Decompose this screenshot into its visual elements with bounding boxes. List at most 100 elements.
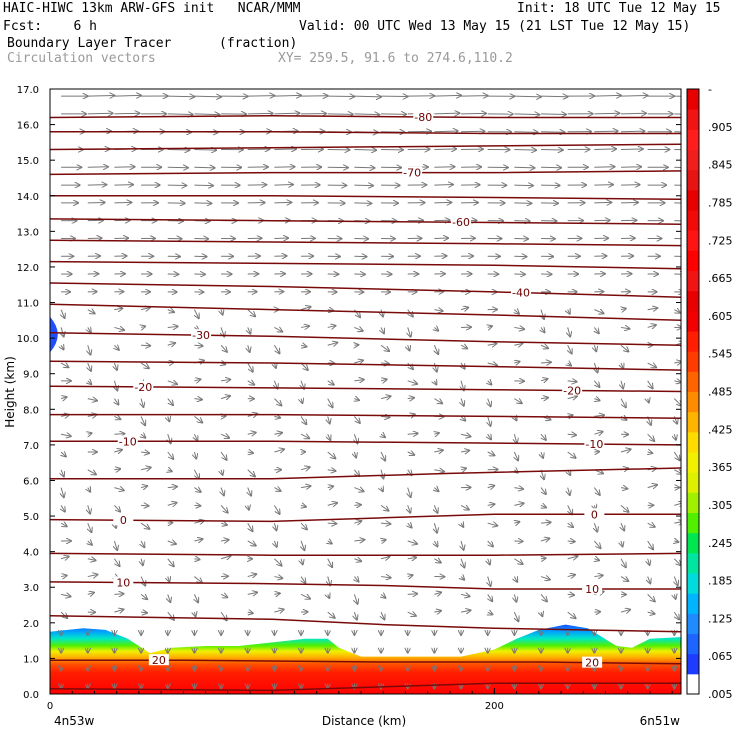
y-tick-label: 10.0 xyxy=(17,334,39,345)
temperature-contour xyxy=(50,218,681,225)
circulation-vector xyxy=(88,327,91,332)
y-tick-label: 5.0 xyxy=(23,512,39,523)
contour-label: -80 xyxy=(414,111,432,124)
temperature-contour xyxy=(50,260,681,270)
circulation-vector xyxy=(328,594,330,598)
circulation-vector xyxy=(60,557,69,559)
circulation-vector xyxy=(140,486,147,488)
circulation-vector xyxy=(61,575,67,576)
circulation-vector xyxy=(274,185,293,186)
circulation-vector xyxy=(487,486,495,488)
circulation-vector xyxy=(140,594,147,599)
circulation-vector xyxy=(567,611,576,618)
circulation-vector xyxy=(514,343,522,345)
circulation-vector xyxy=(488,576,491,586)
circulation-vector xyxy=(248,487,251,496)
colorbar-swatch xyxy=(687,613,699,634)
circulation-vector xyxy=(354,96,381,97)
circulation-vector xyxy=(247,592,257,594)
circulation-vector xyxy=(168,523,173,524)
circulation-vector xyxy=(380,396,390,398)
circulation-vector xyxy=(647,325,656,327)
circulation-vector xyxy=(247,309,255,317)
circulation-vector xyxy=(594,399,599,401)
circulation-vector xyxy=(461,468,466,469)
circulation-vector xyxy=(354,488,363,492)
circulation-vector xyxy=(514,185,533,186)
contour-label-bg xyxy=(113,514,134,526)
temperature-contour xyxy=(50,130,681,135)
circulation-vector xyxy=(247,469,255,477)
circulation-vector xyxy=(434,185,453,186)
cross-section-endpoints: XY= 259.5, 91.6 to 274.6,110.2 xyxy=(278,51,513,66)
circulation-vector xyxy=(327,470,336,471)
circulation-vector xyxy=(167,326,178,327)
circulation-vector xyxy=(114,345,118,350)
circulation-vector xyxy=(220,451,227,460)
circulation-vector xyxy=(88,488,90,492)
circulation-vector xyxy=(514,362,519,363)
circulation-vector xyxy=(193,469,199,479)
circulation-vector xyxy=(327,486,333,487)
circulation-vector xyxy=(568,327,571,336)
circulation-vector xyxy=(461,558,464,568)
circulation-vector xyxy=(381,363,389,364)
circulation-vector xyxy=(61,397,66,399)
circulation-vector xyxy=(114,398,118,405)
colorbar-swatch xyxy=(687,492,699,513)
circulation-vector xyxy=(380,577,391,578)
circulation-vector xyxy=(540,398,548,399)
circulation-vector xyxy=(541,558,546,559)
circulation-vector xyxy=(408,345,410,350)
temperature-contour xyxy=(50,195,681,201)
circulation-vector xyxy=(87,593,94,595)
circulation-vector xyxy=(194,96,221,97)
circulation-vector xyxy=(114,113,139,114)
x-tick-label: 200 xyxy=(485,701,504,712)
circulation-vector xyxy=(567,381,577,382)
circulation-vector xyxy=(354,594,357,603)
circulation-vector xyxy=(434,611,441,612)
circulation-vector xyxy=(514,310,519,314)
y-tick-label: 7.0 xyxy=(23,441,39,452)
circulation-vector xyxy=(140,467,151,469)
circulation-vector xyxy=(593,540,600,548)
circulation-vector xyxy=(167,343,175,345)
circulation-vector xyxy=(594,185,613,186)
colorbar-label: .185 xyxy=(708,575,733,588)
circulation-vector xyxy=(141,576,145,586)
circulation-vector xyxy=(354,167,374,168)
circulation-vector xyxy=(274,488,280,491)
circulation-vector xyxy=(568,310,570,314)
circulation-vector xyxy=(194,379,200,380)
circulation-vector xyxy=(407,541,417,544)
circulation-vector xyxy=(247,522,253,531)
circulation-vector xyxy=(354,203,371,204)
circulation-vector xyxy=(140,362,149,368)
contour-label-bg xyxy=(148,654,169,666)
circulation-vector xyxy=(381,594,385,597)
circulation-vector xyxy=(301,345,306,346)
circulation-vector xyxy=(594,559,599,561)
circulation-vector xyxy=(301,576,305,583)
circulation-vector xyxy=(168,470,172,472)
temperature-contour xyxy=(50,413,681,419)
plot-inner: -80 -70 -60 -40 -30 -20 -20 -10 -10 0 0 10 10 20 20 xyxy=(50,95,681,694)
circulation-vector xyxy=(647,594,655,601)
circulation-vector xyxy=(167,114,193,115)
circulation-vector xyxy=(141,558,143,565)
y-tick-label: 0.0 xyxy=(23,690,39,701)
circulation-vector xyxy=(220,594,227,597)
colorbar-swatch xyxy=(687,552,699,574)
circulation-vector xyxy=(274,113,299,114)
circulation-vector xyxy=(674,434,676,440)
y-tick-label: 3.0 xyxy=(23,583,39,594)
circulation-vector xyxy=(194,167,214,168)
circulation-vector xyxy=(408,523,412,527)
contour-label: -60 xyxy=(452,216,470,229)
colorbar-swatch xyxy=(687,512,699,534)
circulation-vector xyxy=(460,610,470,612)
circulation-vector xyxy=(407,398,414,399)
tracer-shading xyxy=(50,624,681,694)
circulation-vector xyxy=(141,416,145,425)
